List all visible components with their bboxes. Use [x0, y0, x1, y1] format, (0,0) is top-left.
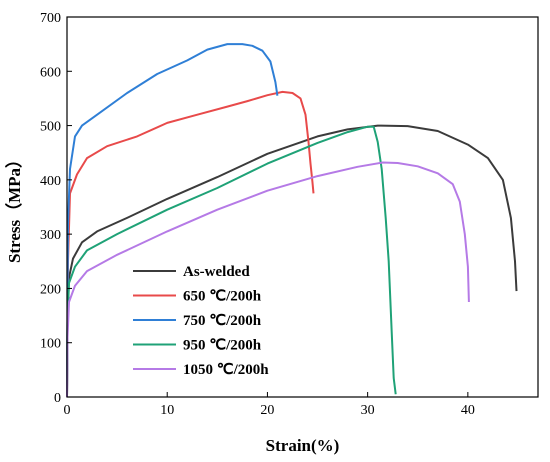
- legend-label: 950 ℃/200h: [183, 338, 262, 354]
- x-tick-label: 40: [461, 403, 475, 418]
- y-tick-label: 200: [40, 282, 61, 297]
- x-axis-ticks: 0 10 20 30 40: [64, 392, 475, 418]
- y-axis-label: Stress（MPa）: [4, 151, 24, 263]
- series-line-1: [67, 126, 517, 397]
- y-tick-label: 300: [40, 228, 61, 243]
- legend-label: 1050 ℃/200h: [183, 362, 269, 378]
- series-line-4: [67, 127, 396, 397]
- y-tick-label: 0: [54, 391, 61, 406]
- y-tick-label: 400: [40, 174, 61, 189]
- y-tick-label: 700: [40, 11, 61, 26]
- plot-frame: [67, 17, 538, 397]
- x-tick-label: 0: [64, 403, 71, 418]
- y-tick-label: 100: [40, 337, 61, 352]
- x-tick-label: 10: [160, 403, 174, 418]
- legend-label: 750 ℃/200h: [183, 313, 262, 329]
- x-axis-label: Strain(%): [266, 436, 340, 455]
- y-tick-label: 500: [40, 120, 61, 135]
- y-tick-label: 600: [40, 65, 61, 80]
- legend-label: 650 ℃/200h: [183, 289, 262, 305]
- legend-label: As-welded: [183, 264, 250, 280]
- x-tick-label: 20: [260, 403, 274, 418]
- legend: As-welded 650 ℃/200h 750 ℃/200h 950 ℃/200h 1…: [133, 264, 269, 378]
- x-tick-label: 30: [361, 403, 375, 418]
